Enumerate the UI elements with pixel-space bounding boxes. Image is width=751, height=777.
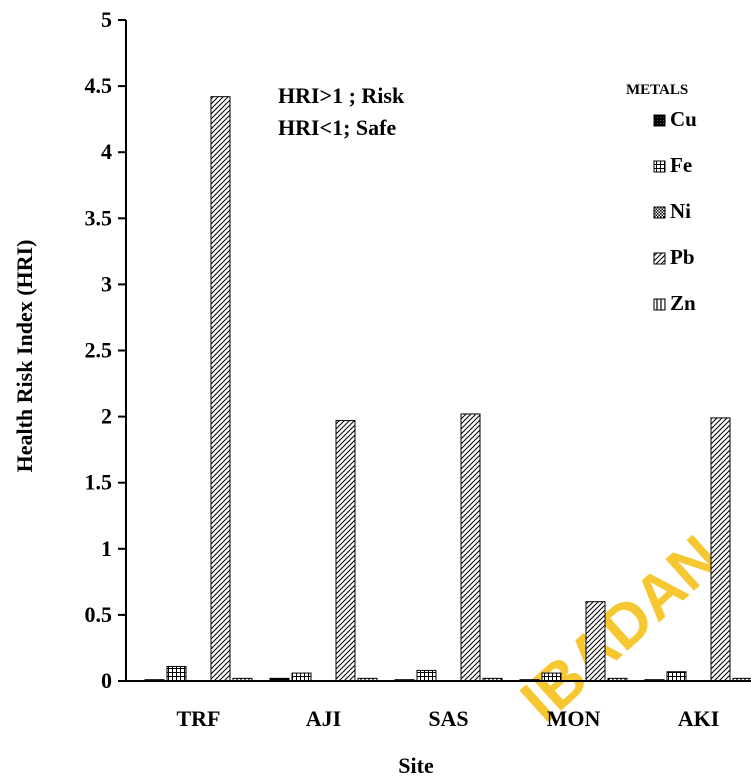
x-tick-label: SAS: [428, 706, 468, 731]
bar-pb-aji: [335, 420, 356, 682]
legend-label-fe: Fe: [670, 153, 692, 177]
y-tick-label: 4.5: [85, 73, 113, 98]
y-tick-label: 4: [101, 139, 112, 164]
legend-swatch-fe: [653, 160, 666, 173]
legend-label-zn: Zn: [670, 291, 696, 315]
y-ticks: 0 0.5 1 1.5 2 2.5 3 3.5 4 4.5 5: [85, 7, 126, 693]
y-axis-title: Health Risk Index (HRI): [12, 240, 37, 473]
y-tick-label: 1: [101, 536, 112, 561]
legend-label-ni: Ni: [670, 199, 691, 223]
legend-swatch-zn: [653, 298, 666, 311]
x-tick-label: MON: [547, 706, 601, 731]
bar-fe-aji: [291, 672, 312, 682]
x-tick-label: AJI: [306, 706, 341, 731]
bar-fe-mon: [541, 672, 562, 682]
y-tick-label: 3: [101, 271, 112, 296]
legend-swatch-ni: [653, 206, 666, 219]
bar-fe-aki: [666, 671, 687, 682]
legend: METALS Cu Fe Ni Pb Zn: [626, 82, 697, 315]
bar-fe-sas: [416, 669, 437, 682]
legend-swatch-pb: [653, 252, 666, 265]
x-tick-label: AKI: [678, 706, 720, 731]
bars-layer: [144, 96, 751, 682]
y-tick-label: 5: [101, 7, 112, 32]
watermark: IBADAN: [508, 523, 733, 736]
x-tick-label: TRF: [177, 706, 221, 731]
y-tick-label: 2: [101, 404, 112, 429]
annotation-safe: HRI<1; Safe: [278, 115, 396, 140]
y-tick-label: 1.5: [85, 470, 113, 495]
x-axis-title: Site: [398, 753, 434, 777]
y-tick-label: 2.5: [85, 338, 113, 363]
annotation-risk: HRI>1 ; Risk: [278, 83, 405, 108]
legend-label-cu: Cu: [670, 107, 697, 131]
legend-title: METALS: [626, 82, 688, 98]
legend-swatch-cu: [653, 114, 666, 127]
bar-pb-mon: [585, 601, 606, 682]
bar-pb-aki: [710, 417, 731, 682]
legend-label-pb: Pb: [670, 245, 695, 269]
bar-fe-trf: [166, 665, 187, 682]
x-ticks: TRF AJI SAS MON AKI: [177, 706, 720, 731]
y-tick-label: 0: [101, 668, 112, 693]
bar-pb-trf: [210, 96, 231, 682]
bar-pb-sas: [460, 413, 481, 682]
y-tick-label: 0.5: [85, 602, 113, 627]
y-tick-label: 3.5: [85, 205, 113, 230]
